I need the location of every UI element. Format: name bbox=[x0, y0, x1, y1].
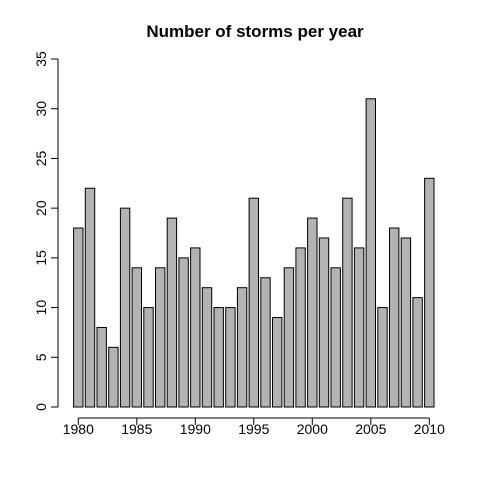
bar-2006 bbox=[377, 307, 388, 408]
bar-1983 bbox=[108, 346, 119, 408]
bar-1999 bbox=[295, 247, 306, 408]
x-tick-label: 1990 bbox=[180, 421, 211, 437]
bar-2001 bbox=[318, 237, 330, 408]
bar-1985 bbox=[131, 267, 143, 408]
bar-1990 bbox=[190, 247, 201, 408]
bar-2002 bbox=[330, 267, 341, 408]
y-tick-label: 15 bbox=[33, 250, 49, 266]
x-axis: 1980 1985 1990 1995 2000 2005 2010 bbox=[63, 417, 445, 437]
bar-2003 bbox=[342, 197, 353, 408]
bar-1988 bbox=[166, 217, 178, 408]
y-tick-label: 10 bbox=[33, 300, 49, 316]
bar-2007 bbox=[389, 227, 400, 408]
bar-1980 bbox=[73, 227, 84, 408]
y-tick-label: 25 bbox=[33, 150, 49, 166]
bar-1986 bbox=[143, 307, 154, 408]
bar-1991 bbox=[201, 287, 213, 408]
bar-2010 bbox=[424, 177, 435, 408]
bar-2009 bbox=[412, 297, 423, 408]
y-tick-label: 35 bbox=[33, 51, 49, 67]
bar-1984 bbox=[119, 207, 131, 408]
bar-1993 bbox=[225, 307, 236, 408]
bars-group bbox=[73, 98, 435, 408]
y-tick-label: 0 bbox=[33, 403, 49, 411]
bar-1996 bbox=[260, 277, 271, 408]
chart-title: Number of storms per year bbox=[146, 22, 364, 41]
x-tick-label: 1995 bbox=[238, 421, 269, 437]
x-tick-label: 2000 bbox=[297, 421, 328, 437]
y-axis: 0 5 10 15 20 25 30 35 bbox=[33, 51, 59, 411]
bar-2005 bbox=[365, 98, 377, 408]
bar-1994 bbox=[236, 287, 248, 408]
bar-1998 bbox=[283, 267, 295, 408]
bar-1987 bbox=[155, 267, 166, 408]
y-tick-label: 5 bbox=[33, 353, 49, 361]
bar-1982 bbox=[96, 326, 107, 408]
x-tick-label: 1980 bbox=[63, 421, 94, 437]
y-tick-label: 30 bbox=[33, 101, 49, 117]
x-tick-label: 2005 bbox=[355, 421, 386, 437]
bar-1981 bbox=[84, 187, 96, 408]
bar-1997 bbox=[272, 317, 283, 408]
y-tick-label: 20 bbox=[33, 200, 49, 216]
bar-2008 bbox=[400, 237, 412, 408]
bar-1995 bbox=[248, 197, 260, 408]
x-tick-label: 1985 bbox=[121, 421, 152, 437]
bar-1992 bbox=[213, 307, 224, 408]
bar-1989 bbox=[178, 257, 189, 408]
x-tick-label: 2010 bbox=[414, 421, 445, 437]
bar-2000 bbox=[307, 217, 318, 408]
bar-2004 bbox=[353, 247, 365, 408]
